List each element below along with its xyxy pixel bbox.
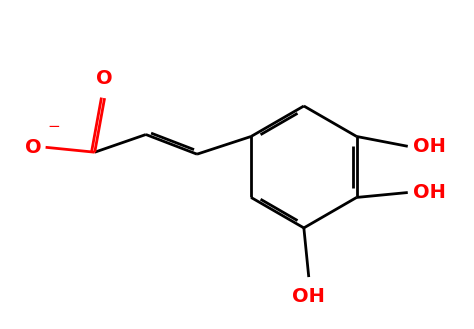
Text: O: O [96, 69, 113, 88]
Text: OH: OH [413, 137, 446, 156]
Text: OH: OH [413, 183, 446, 202]
Text: OH: OH [292, 287, 325, 306]
Text: −: − [47, 118, 60, 134]
Text: O: O [26, 138, 42, 157]
